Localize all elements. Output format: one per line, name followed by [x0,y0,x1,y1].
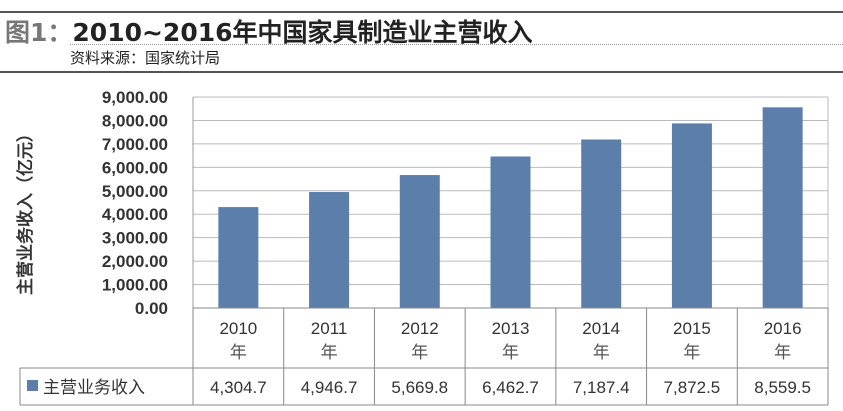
x-tick-label: 年 [502,343,519,362]
y-tick-label: 8,000.00 [102,111,168,130]
data-label: 7,872.5 [664,378,721,397]
title-divider [70,44,843,45]
bar [581,139,622,308]
x-tick-label: 年 [321,343,338,362]
data-label: 4,946.7 [301,378,358,397]
y-tick-label: 0.00 [135,299,168,318]
y-tick-label: 3,000.00 [102,229,168,248]
bar [490,156,531,308]
y-tick-label: 2,000.00 [102,252,168,271]
x-tick-label: 年 [774,343,791,362]
header-rule [0,71,843,73]
y-tick-label: 4,000.00 [102,205,168,224]
data-label: 7,187.4 [573,378,630,397]
data-label: 4,304.7 [210,378,267,397]
legend-swatch [27,380,38,391]
y-tick-label: 9,000.00 [102,88,168,107]
y-tick-label: 7,000.00 [102,135,168,154]
x-tick-label: 年 [411,343,428,362]
x-tick-label: 2013 [492,319,530,338]
bar [218,207,259,308]
y-tick-label: 5,000.00 [102,182,168,201]
figure-title: 图1：2010~2016年中国家具制造业主营收入 [5,13,533,49]
x-tick-label: 2014 [582,319,620,338]
data-label: 6,462.7 [482,378,539,397]
y-axis-label: 主营业务收入（亿元） [15,125,35,295]
title-text: 2010~2016年中国家具制造业主营收入 [72,18,533,47]
bar [671,123,712,308]
x-tick-label: 年 [230,343,247,362]
legend-label: 主营业务收入 [43,378,145,397]
x-tick-label: 2010 [219,319,257,338]
x-tick-label: 2016 [764,319,802,338]
bar [309,192,350,308]
data-label: 8,559.5 [754,378,811,397]
x-tick-label: 年 [593,343,610,362]
data-label: 5,669.8 [391,378,448,397]
figure-label: 图1： [5,18,73,47]
x-tick-label: 2011 [311,319,348,338]
x-tick-label: 2012 [401,319,439,338]
bar [399,175,440,308]
x-tick-label: 2015 [673,319,711,338]
top-rule [0,11,843,13]
x-tick-label: 年 [683,343,700,362]
y-tick-label: 1,000.00 [102,276,168,295]
y-tick-label: 6,000.00 [102,158,168,177]
source-note: 资料来源：国家统计局 [70,49,221,67]
bar [762,107,803,309]
